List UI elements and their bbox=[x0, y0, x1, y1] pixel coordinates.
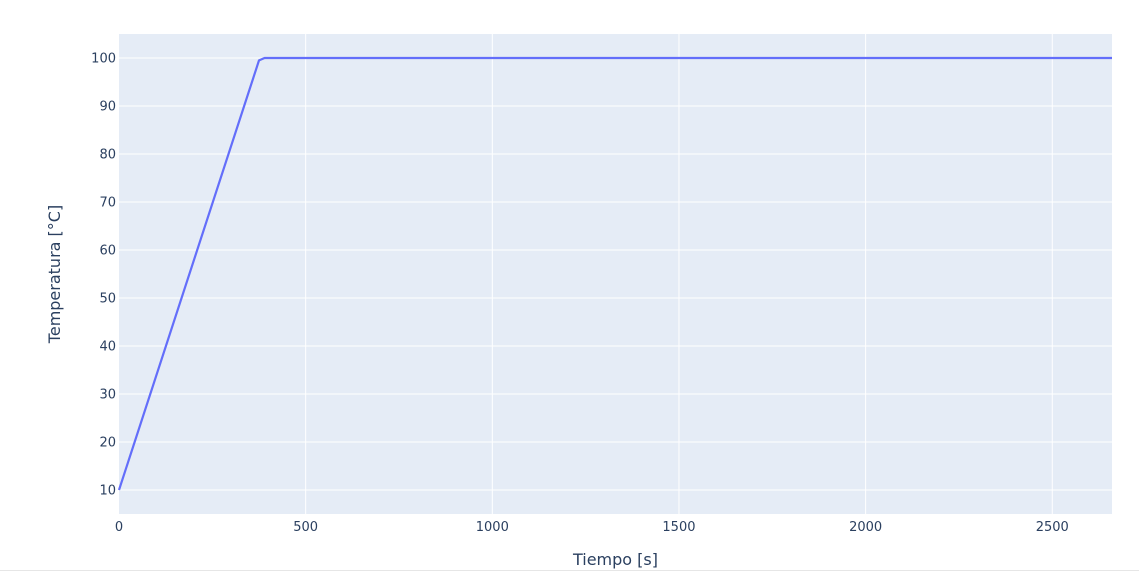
x-axis-ticks: 0 500 1000 1500 2000 2500 bbox=[115, 520, 1069, 535]
series-layer bbox=[117, 56, 1112, 491]
y-tick-label: 50 bbox=[99, 292, 116, 307]
y-tick-label: 30 bbox=[99, 388, 116, 403]
y-tick-label: 90 bbox=[99, 100, 116, 115]
y-tick-label: 70 bbox=[99, 196, 116, 211]
x-tick-label: 0 bbox=[115, 520, 123, 535]
y-axis-title: Temperatura [°C] bbox=[45, 205, 64, 344]
y-axis-ticks: 10 20 30 40 50 60 70 80 90 100 bbox=[91, 52, 116, 499]
y-tick-label: 100 bbox=[91, 52, 116, 67]
x-tick-label: 500 bbox=[293, 520, 318, 535]
x-axis-title: Tiempo [s] bbox=[572, 550, 658, 569]
x-tick-label: 1000 bbox=[476, 520, 509, 535]
bottom-divider bbox=[0, 570, 1139, 571]
y-tick-label: 80 bbox=[99, 148, 116, 163]
series-line bbox=[117, 56, 1112, 491]
y-tick-label: 60 bbox=[99, 244, 116, 259]
plot-area bbox=[119, 34, 1112, 514]
y-tick-label: 40 bbox=[99, 340, 116, 355]
y-tick-label: 10 bbox=[99, 484, 116, 499]
y-tick-label: 20 bbox=[99, 436, 116, 451]
x-tick-label: 2000 bbox=[849, 520, 882, 535]
x-tick-label: 2500 bbox=[1036, 520, 1069, 535]
x-tick-label: 1500 bbox=[662, 520, 695, 535]
